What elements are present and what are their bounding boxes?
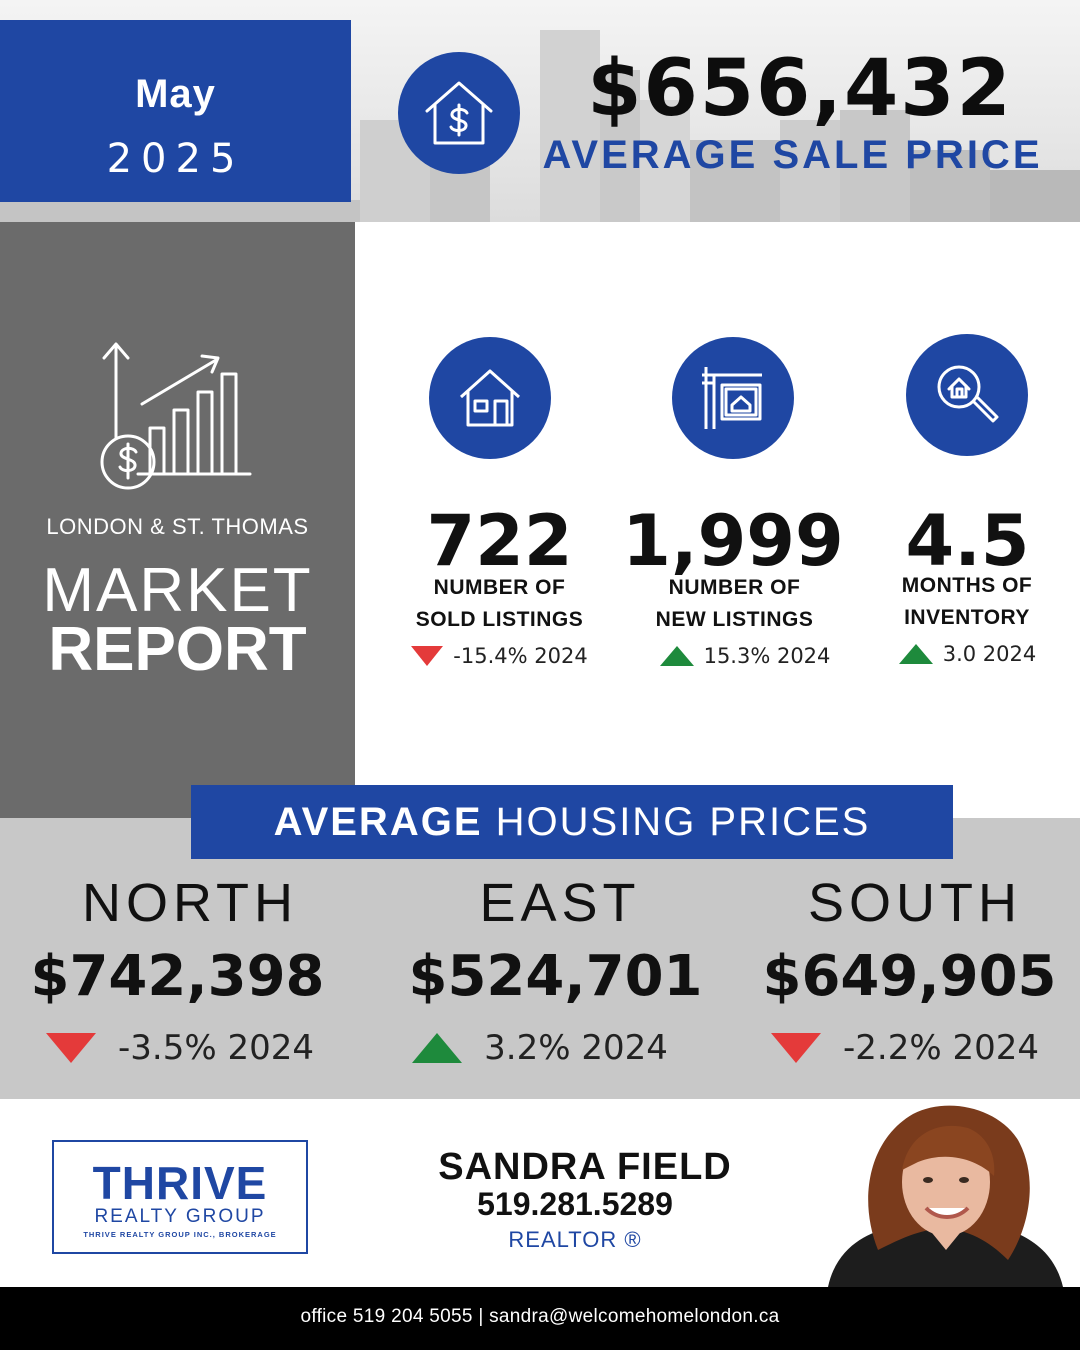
agent-phone: 519.281.5289 xyxy=(477,1186,673,1222)
sold-listings-label-line2: SOLD LISTINGS xyxy=(415,608,584,631)
region-east-price: $524,701 xyxy=(408,944,703,1009)
region-north-change-text: -3.5% 2024 xyxy=(118,1028,314,1068)
logo-sub-text: REALTY GROUP xyxy=(94,1206,266,1227)
housing-title-bold: AVERAGE xyxy=(273,800,483,844)
agent-portrait-photo xyxy=(828,1105,1063,1287)
report-year: 2025 xyxy=(106,136,245,182)
footer-contact: office 519 204 5055 | sandra@welcomehome… xyxy=(0,1287,1080,1350)
months-inventory-label: MONTHS OF INVENTORY xyxy=(862,570,1072,634)
up-arrow-icon xyxy=(412,1033,463,1063)
sold-listings-change: -15.4% 2024 xyxy=(392,644,607,668)
region-east-name: EAST xyxy=(479,873,641,933)
logo-legal-text: THRIVE REALTY GROUP INC., BROKERAGE xyxy=(83,1230,277,1239)
new-listings-label: NUMBER OF NEW LISTINGS xyxy=(627,572,842,636)
down-arrow-icon xyxy=(771,1033,821,1063)
new-listings-value: 1,999 xyxy=(622,500,844,582)
months-inventory-change-text: 3.0 2024 xyxy=(942,642,1037,666)
average-sale-price-label: AVERAGE SALE PRICE xyxy=(542,133,1043,177)
up-arrow-icon xyxy=(659,646,694,666)
report-month: May xyxy=(135,72,216,116)
months-inventory-value: 4.5 xyxy=(905,500,1030,582)
report-title: REPORT xyxy=(48,615,307,684)
market-report-panel xyxy=(0,222,355,818)
for-sale-sign-icon xyxy=(672,337,794,459)
market-title: MARKET xyxy=(42,556,313,625)
sold-listings-change-text: -15.4% 2024 xyxy=(453,644,588,668)
region-south-price: $649,905 xyxy=(762,944,1057,1009)
region-north-price: $742,398 xyxy=(30,944,325,1009)
agent-title: REALTOR ® xyxy=(508,1227,642,1252)
up-arrow-icon xyxy=(898,644,933,664)
housing-title-rest: HOUSING PRICES xyxy=(495,800,871,844)
agent-name: SANDRA FIELD xyxy=(438,1146,732,1188)
region-south-change-text: -2.2% 2024 xyxy=(843,1028,1039,1068)
sold-listings-label-line1: NUMBER OF xyxy=(433,576,566,599)
region-north-change: -3.5% 2024 xyxy=(20,1028,340,1068)
house-dollar-icon xyxy=(398,52,520,174)
sold-listings-label: NUMBER OF SOLD LISTINGS xyxy=(392,572,607,636)
growth-chart-dollar-icon xyxy=(100,342,252,490)
region-east-change: 3.2% 2024 xyxy=(390,1028,690,1068)
logo-brand-text: THRIVE xyxy=(92,1157,268,1209)
housing-prices-title: AVERAGE HOUSING PRICES xyxy=(191,785,953,859)
region-north-name: NORTH xyxy=(81,873,298,933)
housing-prices-band xyxy=(0,818,1080,1099)
sold-listings-value: 722 xyxy=(426,500,573,582)
down-arrow-icon xyxy=(46,1033,96,1063)
region-south-name: SOUTH xyxy=(808,873,1022,933)
months-inventory-change: 3.0 2024 xyxy=(870,642,1065,666)
new-listings-change-text: 15.3% 2024 xyxy=(703,644,831,668)
new-listings-label-line1: NUMBER OF xyxy=(668,576,801,599)
brokerage-logo: THRIVE REALTY GROUP THRIVE REALTY GROUP … xyxy=(52,1140,308,1254)
new-listings-change: 15.3% 2024 xyxy=(640,644,850,668)
months-inventory-label-line2: INVENTORY xyxy=(904,606,1030,629)
house-icon xyxy=(429,337,551,459)
report-date-box: May 2025 xyxy=(0,20,351,202)
market-region: LONDON & ST. THOMAS xyxy=(46,514,309,539)
house-search-icon xyxy=(906,334,1028,456)
region-east-change-text: 3.2% 2024 xyxy=(484,1028,668,1068)
average-sale-price-value: $656,432 xyxy=(587,44,1013,134)
months-inventory-label-line1: MONTHS OF xyxy=(901,574,1033,597)
down-arrow-icon xyxy=(411,646,444,666)
new-listings-label-line2: NEW LISTINGS xyxy=(655,608,814,631)
region-south-change: -2.2% 2024 xyxy=(745,1028,1065,1068)
